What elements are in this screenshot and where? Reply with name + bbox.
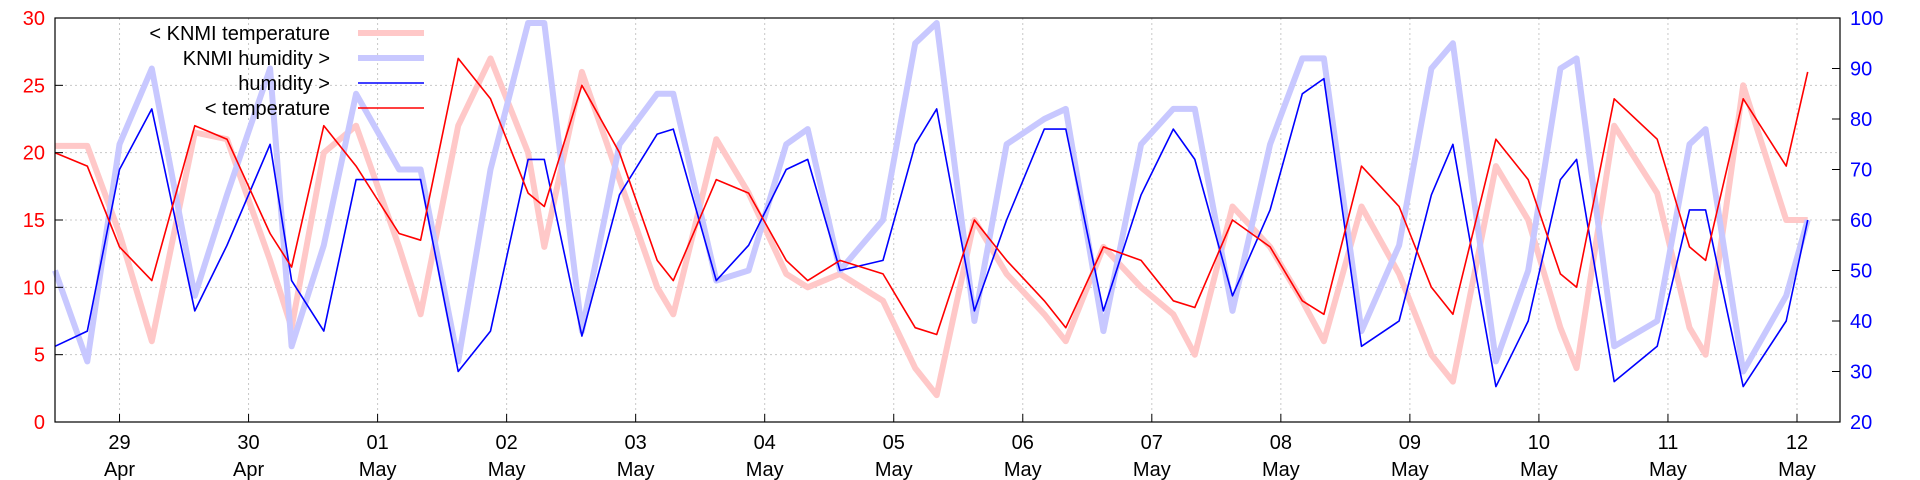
- x-tick-day: 09: [1399, 432, 1421, 454]
- x-tick-month: May: [359, 459, 397, 480]
- right-tick-label: 20: [1850, 412, 1872, 434]
- legend: < KNMI temperature KNMI humidity > humidit…: [149, 23, 424, 120]
- x-tick-day: 30: [237, 432, 259, 454]
- left-axis-ticks: 0 5 10 15 20 25 30: [23, 8, 63, 434]
- x-tick-day: 10: [1528, 432, 1550, 454]
- x-tick-month: May: [1133, 459, 1171, 480]
- x-tick-day: 03: [625, 432, 647, 454]
- legend-label: < KNMI temperature: [149, 23, 330, 45]
- x-tick-day: 05: [883, 432, 905, 454]
- x-tick-day: 01: [366, 432, 388, 454]
- x-tick-day: 06: [1012, 432, 1034, 454]
- x-tick-day: 04: [754, 432, 776, 454]
- x-tick-month: May: [488, 459, 526, 480]
- x-tick-day: 11: [1658, 432, 1679, 454]
- x-tick-month: Apr: [104, 459, 135, 480]
- x-tick-month: May: [1778, 459, 1816, 480]
- x-axis-ticks: 29 Apr 30 Apr 01 May 02 May 03 May 04 May 05 May 06 May…: [104, 414, 1816, 480]
- right-tick-label: 90: [1850, 59, 1872, 81]
- right-tick-label: 30: [1850, 362, 1872, 384]
- x-tick-month: May: [1004, 459, 1042, 480]
- legend-label: < temperature: [205, 98, 330, 120]
- right-tick-label: 100: [1850, 8, 1883, 30]
- series-humidity-line: [54, 77, 1809, 388]
- left-tick-label: 10: [23, 277, 45, 299]
- x-tick-day: 02: [496, 432, 518, 454]
- left-tick-label: 20: [23, 143, 45, 165]
- right-tick-label: 50: [1850, 261, 1872, 283]
- x-tick-month: May: [746, 459, 784, 480]
- x-tick-day: 08: [1270, 432, 1292, 454]
- legend-label: humidity >: [238, 73, 330, 95]
- x-tick-day: 07: [1141, 432, 1163, 454]
- x-tick-month: May: [1262, 459, 1300, 480]
- left-tick-label: 15: [23, 210, 45, 232]
- right-tick-label: 70: [1850, 160, 1872, 182]
- right-tick-label: 80: [1850, 109, 1872, 131]
- right-tick-label: 40: [1850, 311, 1872, 333]
- x-tick-month: May: [1520, 459, 1558, 480]
- left-tick-label: 5: [34, 345, 45, 367]
- x-tick-month: May: [617, 459, 655, 480]
- left-tick-label: 0: [34, 412, 45, 434]
- x-tick-day: 12: [1786, 432, 1808, 454]
- x-tick-day: 29: [108, 432, 130, 454]
- series-temperature-line: [54, 57, 1809, 336]
- series-knmi-humidity-line: [52, 20, 1811, 375]
- x-tick-month: Apr: [233, 459, 264, 480]
- x-tick-month: May: [1391, 459, 1429, 480]
- series-lines: [52, 20, 1811, 399]
- left-tick-label: 25: [23, 75, 45, 97]
- x-tick-month: May: [875, 459, 913, 480]
- left-tick-label: 30: [23, 8, 45, 30]
- right-tick-label: 60: [1850, 210, 1872, 232]
- legend-label: KNMI humidity >: [183, 48, 330, 70]
- series-knmi-temperature-line: [55, 55, 1808, 399]
- x-tick-month: May: [1649, 459, 1687, 480]
- right-axis-ticks: 20 30 40 50 60 70 80 90 100: [1832, 8, 1883, 434]
